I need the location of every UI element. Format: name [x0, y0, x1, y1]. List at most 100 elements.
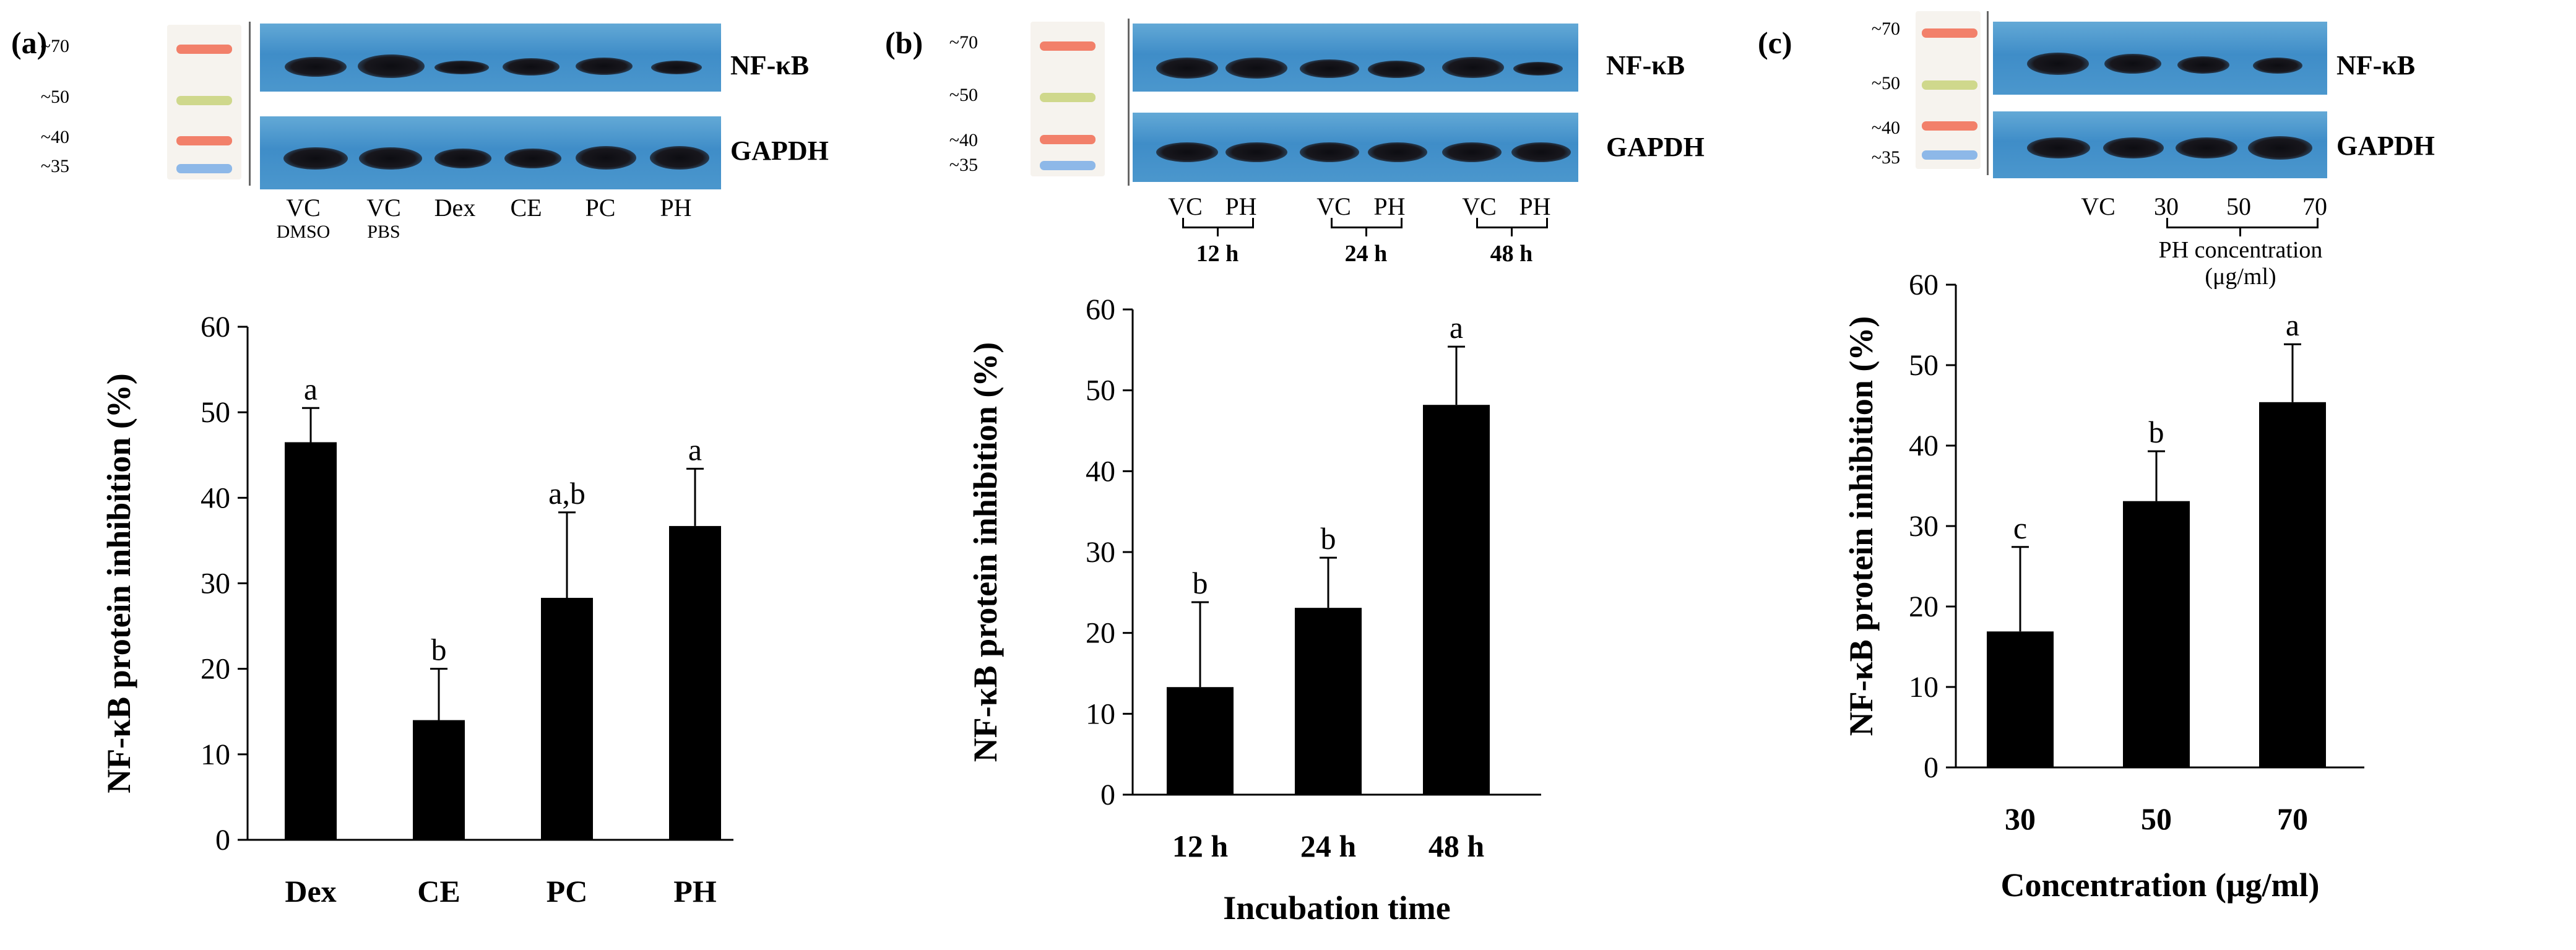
blot-label-gapdh: GAPDH — [1606, 132, 1705, 162]
lane-label: PH — [1373, 192, 1406, 220]
x-tick-label: 48 h — [1428, 829, 1485, 863]
x-tick-label: PH — [673, 874, 717, 909]
mw-label-35: ~35 — [949, 155, 978, 175]
blot-nfkb — [260, 24, 721, 92]
y-tick-label: 0 — [215, 824, 230, 857]
mw-label-35: ~35 — [1871, 147, 1900, 168]
lane-label: VC — [2081, 192, 2116, 220]
y-tick-label: 50 — [1086, 374, 1115, 407]
mw-label-40: ~40 — [949, 130, 978, 150]
blot-gapdh — [1133, 113, 1578, 182]
y-tick-label: 30 — [1909, 510, 1938, 543]
panel-label: (b) — [885, 25, 923, 60]
lane-label: VC — [1462, 192, 1497, 220]
y-tick-label: 0 — [1924, 751, 1938, 784]
bar — [1295, 608, 1362, 795]
panel-b: (b) ~70 ~50 ~40 ~35 NF-κB GAPDH VC PH VC… — [873, 0, 1733, 950]
lane-label: 70 — [2302, 192, 2327, 220]
bar — [669, 525, 721, 840]
y-axis-title: NF-κB protein inhibition (%) — [100, 373, 137, 793]
bar — [1987, 631, 2054, 767]
mw-label-50: ~50 — [949, 85, 978, 105]
group-label: PH concentration — [2158, 237, 2323, 263]
bar — [2123, 501, 2190, 767]
significance-letter: a — [2286, 308, 2299, 342]
lane-label: 30 — [2154, 192, 2179, 220]
lane-label: VC — [286, 194, 321, 222]
x-tick-label: Dex — [285, 874, 336, 909]
y-tick-label: 30 — [201, 568, 230, 600]
y-tick-label: 50 — [201, 396, 230, 429]
x-tick-label: 50 — [2141, 801, 2172, 836]
blot-label-nfkb: NF-κB — [2336, 50, 2416, 80]
panel-c: (c) ~70 ~50 ~40 ~35 NF-κB GAPDH VC 30 50… — [1739, 0, 2576, 950]
y-tick-label: 50 — [1909, 349, 1938, 382]
lane-label: Dex — [434, 194, 476, 222]
group-label: 48 h — [1490, 241, 1533, 267]
x-tick-label: 30 — [2005, 801, 2036, 836]
y-tick-label: 20 — [1909, 590, 1938, 623]
x-tick-label: 12 h — [1172, 829, 1229, 863]
significance-letter: a,b — [548, 476, 586, 511]
y-tick-label: 10 — [1086, 697, 1115, 730]
y-tick-label: 30 — [1086, 536, 1115, 569]
x-tick-label: 70 — [2277, 801, 2308, 836]
blot-nfkb — [1133, 24, 1578, 92]
significance-letter: a — [688, 432, 702, 467]
bar — [413, 720, 465, 840]
blot-label-gapdh: GAPDH — [2336, 131, 2435, 161]
significance-letter: b — [2149, 415, 2164, 449]
bar — [1423, 405, 1490, 795]
significance-letter: b — [1321, 521, 1336, 556]
bar — [2259, 402, 2326, 767]
lane-label: PC — [585, 194, 616, 222]
bar-chart-c: 0 10 20 30 40 50 60 NF-κB protein inhibition (%… — [1843, 269, 2364, 904]
lane-label: PH — [1225, 192, 1257, 220]
x-tick-label: CE — [417, 874, 460, 909]
y-tick-label: 20 — [1086, 617, 1115, 650]
y-tick-label: 10 — [1909, 671, 1938, 704]
blot-label-nfkb: NF-κB — [730, 50, 810, 80]
mw-label-40: ~40 — [40, 127, 69, 147]
mw-label-50: ~50 — [40, 87, 69, 107]
lane-label: PH — [660, 194, 692, 222]
lane-sublabel: DMSO — [276, 222, 331, 242]
y-tick-label: 20 — [201, 653, 230, 686]
lane-label: PH — [1519, 192, 1551, 220]
panel-label: (c) — [1758, 25, 1792, 60]
bar — [541, 597, 593, 840]
panel-label: (a) — [11, 25, 48, 60]
y-axis-title: NF-κB protein inhibition (%) — [1843, 316, 1880, 736]
x-tick-label: 24 h — [1300, 829, 1357, 863]
mw-label-70: ~70 — [1871, 19, 1900, 39]
ladder-image — [167, 25, 241, 179]
lane-label: VC — [1316, 192, 1351, 220]
group-label: 12 h — [1196, 241, 1239, 267]
mw-label-35: ~35 — [40, 156, 69, 176]
x-axis-title: Incubation time — [1223, 889, 1451, 926]
y-tick-label: 10 — [201, 738, 230, 771]
y-axis-title: NF-κB protein inhibition (%) — [967, 342, 1004, 762]
mw-label-50: ~50 — [1871, 73, 1900, 93]
y-tick-label: 0 — [1100, 779, 1115, 811]
blot-gapdh — [1993, 111, 2327, 178]
mw-label-40: ~40 — [1871, 118, 1900, 138]
y-tick-label: 60 — [1909, 269, 1938, 301]
group-unit: (μg/ml) — [2205, 264, 2276, 290]
y-tick-label: 40 — [1086, 455, 1115, 488]
blot-label-nfkb: NF-κB — [1606, 50, 1685, 80]
x-axis-title: Concentration (μg/ml) — [2000, 866, 2319, 904]
blot-gapdh — [260, 116, 721, 189]
lane-label: CE — [510, 194, 542, 222]
significance-letter: c — [2013, 511, 2027, 545]
mw-label-70: ~70 — [40, 36, 69, 56]
significance-letter: a — [1450, 310, 1463, 345]
y-tick-label: 40 — [1909, 430, 1938, 462]
bar — [1167, 687, 1234, 795]
lane-label: 50 — [2226, 192, 2251, 220]
x-tick-label: PC — [547, 874, 588, 909]
bar-chart-b: 0 10 20 30 40 50 60 NF-κB protein inhibition (%… — [967, 293, 1541, 926]
lane-label: VC — [1168, 192, 1203, 220]
significance-letter: a — [304, 371, 318, 406]
significance-letter: b — [431, 633, 447, 667]
